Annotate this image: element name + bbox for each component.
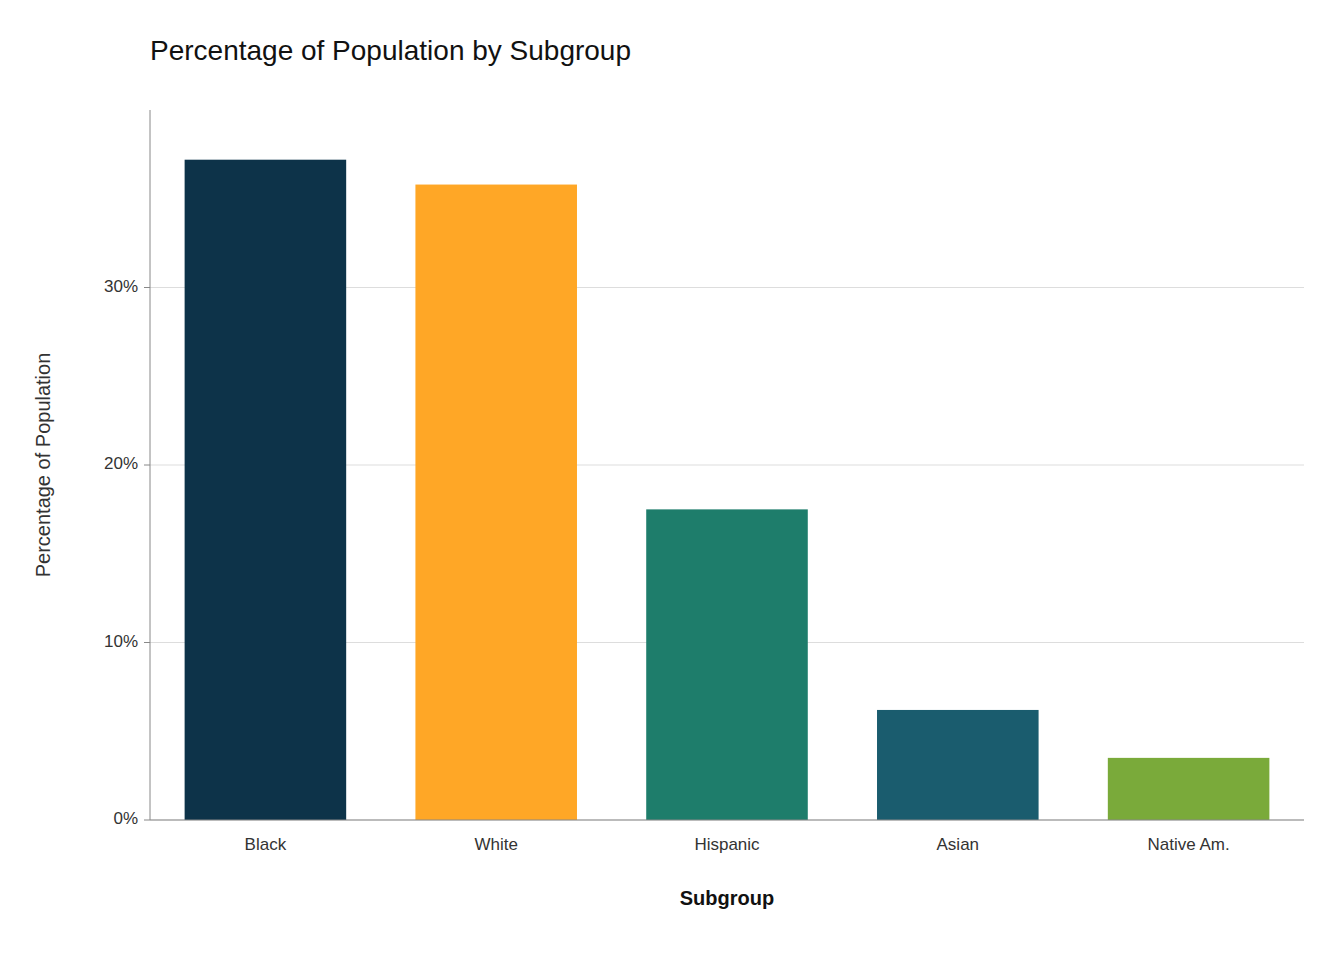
x-tick-label: Black (245, 835, 287, 854)
y-ticks: 0% 10% 20% 30% (104, 277, 150, 829)
y-tick (144, 465, 150, 466)
y-axis-label: Percentage of Population (32, 353, 54, 578)
chart-container: 0% 10% 20% 30% Black White Hispanic Asian Native… (0, 0, 1344, 960)
x-tick-label: Asian (937, 835, 980, 854)
x-tick-label: Hispanic (694, 835, 760, 854)
x-tick-label: White (474, 835, 517, 854)
y-tick-label: 0% (113, 809, 138, 828)
x-ticks: Black White Hispanic Asian Native Am. (245, 835, 1230, 854)
chart-svg: 0% 10% 20% 30% Black White Hispanic Asian Native… (0, 0, 1344, 960)
bars (185, 160, 1270, 820)
y-tick-label: 10% (104, 632, 138, 651)
y-tick (144, 820, 150, 821)
y-tick (144, 642, 150, 643)
bar (1108, 758, 1270, 820)
bar (877, 710, 1039, 820)
bar (415, 185, 577, 820)
y-axis-line (150, 110, 151, 820)
x-axis-label: Subgroup (680, 887, 774, 909)
grid-line (150, 820, 1304, 821)
y-tick-label: 20% (104, 454, 138, 473)
x-tick-label: Native Am. (1147, 835, 1229, 854)
bar (646, 509, 808, 820)
chart-title: Percentage of Population by Subgroup (150, 35, 631, 66)
x-axis-line (150, 820, 1304, 821)
y-tick-label: 30% (104, 277, 138, 296)
y-tick (144, 287, 150, 288)
bar (185, 160, 347, 820)
background (0, 0, 1344, 960)
